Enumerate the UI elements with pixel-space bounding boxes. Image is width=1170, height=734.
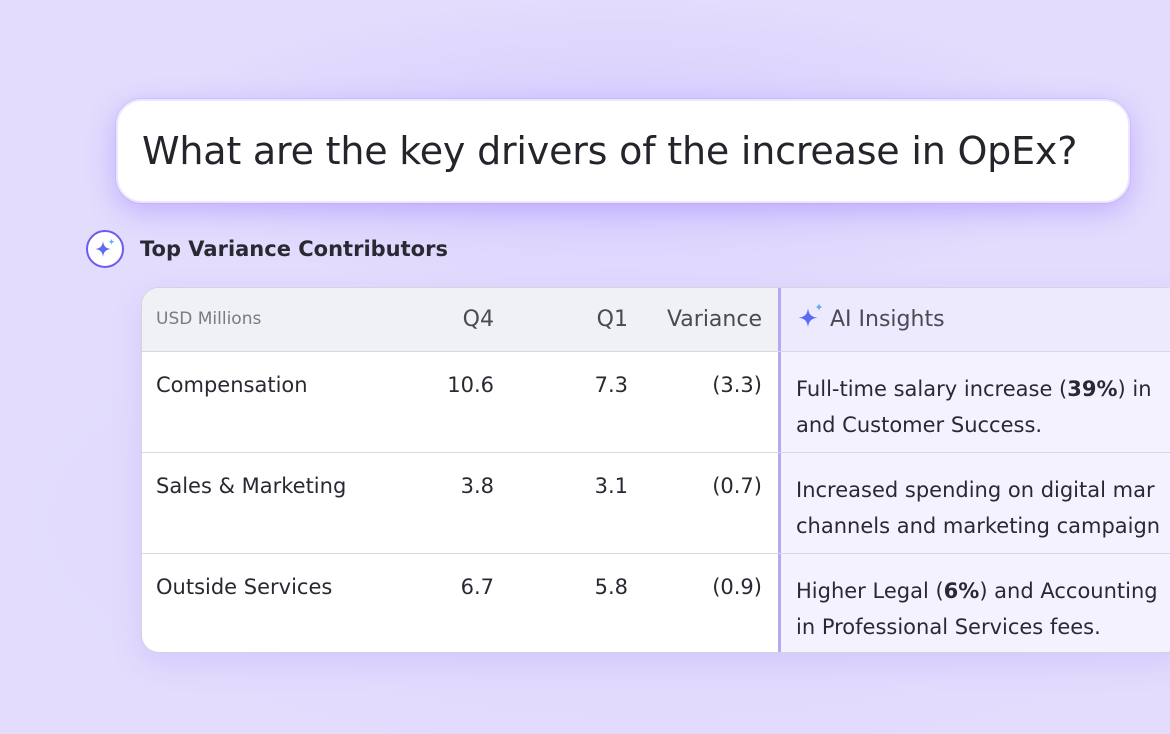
row-insight: Full-time salary increase (39%) in and C… (778, 352, 1170, 452)
insight-text: Increased spending on digital mar (796, 478, 1155, 502)
query-text: What are the key drivers of the increase… (142, 129, 1078, 173)
insight-text: Higher Legal ( (796, 579, 944, 603)
ai-insights-title: AI Insights (830, 307, 945, 332)
row-q4-value: 10.6 (447, 373, 494, 397)
row-variance-value: (3.3) (712, 373, 762, 397)
header-q4: Q4 (462, 307, 494, 332)
row-q4-value: 6.7 (460, 575, 494, 599)
row-q1-value: 7.3 (594, 373, 628, 397)
table-row: Outside Services 6.7 5.8 (0.9) Higher Le… (142, 554, 1170, 652)
header-usd-millions: USD Millions (156, 309, 262, 329)
variance-table: USD Millions Q4 Q1 Variance AI Insights … (141, 287, 1170, 653)
header-variance: Variance (666, 307, 762, 332)
row-q4-value: 3.8 (460, 474, 494, 498)
insight-text: Full-time salary increase ( (796, 377, 1068, 401)
insight-line-2: in Professional Services fees. (796, 615, 1101, 639)
row-label: Compensation (156, 373, 308, 397)
row-label: Sales & Marketing (156, 474, 347, 498)
row-q1-value: 5.8 (594, 575, 628, 599)
row-q1-value: 3.1 (594, 474, 628, 498)
table-row: Sales & Marketing 3.8 3.1 (0.7) Increase… (142, 453, 1170, 554)
query-input-box[interactable]: What are the key drivers of the increase… (116, 99, 1130, 203)
row-label: Outside Services (156, 575, 333, 599)
section-header: Top Variance Contributors (86, 228, 448, 270)
insight-line-2: channels and marketing campaign (796, 514, 1161, 538)
insight-highlight: 39% (1067, 377, 1118, 401)
insight-line-1: Higher Legal (6%) and Accounting (796, 573, 1170, 609)
sparkle-icon (86, 230, 124, 268)
insight-line-2: and Customer Success. (796, 413, 1043, 437)
insight-line-1: Full-time salary increase (39%) in (796, 371, 1170, 407)
table-row: Compensation 10.6 7.3 (3.3) Full-time sa… (142, 352, 1170, 453)
insight-highlight: 6% (943, 579, 980, 603)
table-header-row: USD Millions Q4 Q1 Variance AI Insights (142, 288, 1170, 352)
header-ai-insights: AI Insights (778, 288, 1170, 351)
row-variance-value: (0.7) (712, 474, 762, 498)
insight-text: ) and Accounting (979, 579, 1158, 603)
insight-line-1: Increased spending on digital mar (796, 472, 1170, 508)
ai-sparkle-icon (796, 302, 826, 338)
header-q1: Q1 (596, 307, 628, 332)
row-variance-value: (0.9) (712, 575, 762, 599)
section-title: Top Variance Contributors (140, 237, 448, 261)
insight-text: ) in (1117, 377, 1152, 401)
row-insight: Higher Legal (6%) and Accounting in Prof… (778, 554, 1170, 652)
row-insight: Increased spending on digital mar channe… (778, 453, 1170, 553)
